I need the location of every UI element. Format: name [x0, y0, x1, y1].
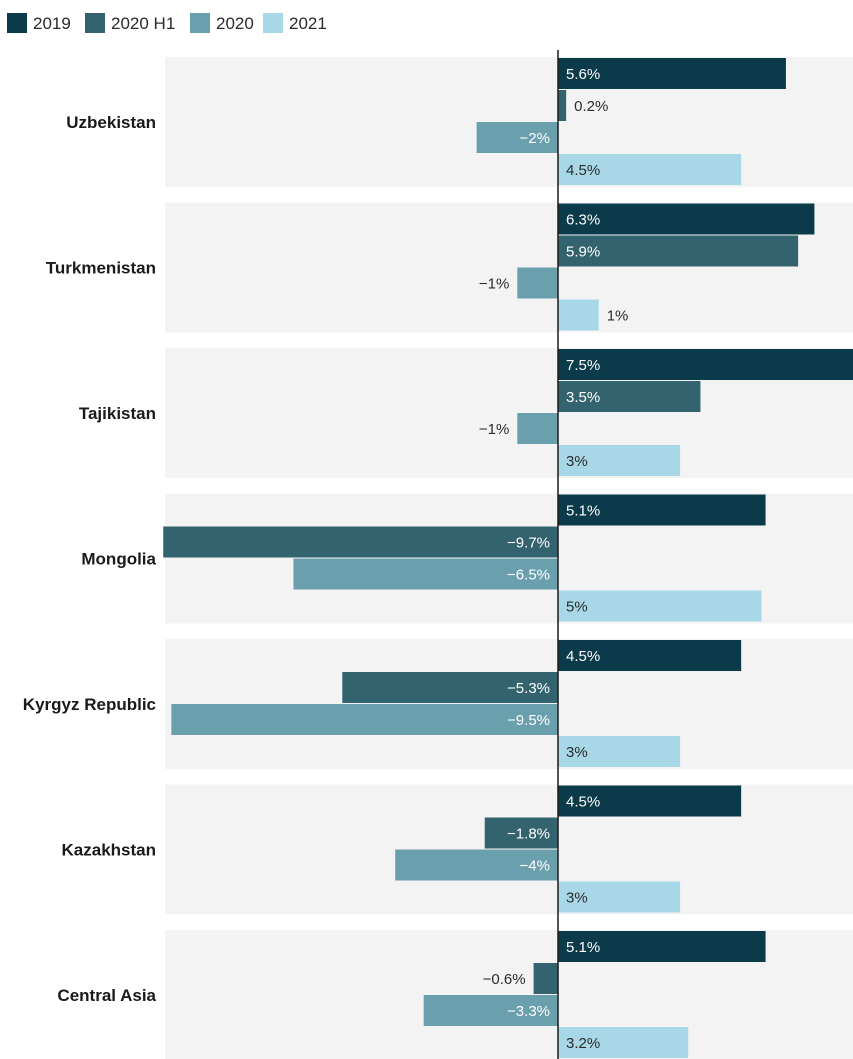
- category-label: Mongolia: [81, 550, 156, 569]
- bar: [558, 494, 766, 526]
- data-label: −1.8%: [507, 826, 550, 843]
- data-label: −6.5%: [507, 567, 550, 584]
- bar: [558, 445, 681, 476]
- bar: [342, 672, 558, 703]
- data-label: 5.6%: [566, 66, 600, 83]
- bar: [476, 122, 558, 153]
- bar: [558, 1027, 689, 1058]
- bar: [293, 558, 558, 590]
- data-label: 4.5%: [566, 162, 600, 179]
- value-labels: 5.6% 0.2% −2% 4.5% 6.3% 5.9% −1% 1% 7.5% 3.5% −1% 3…: [479, 66, 629, 1052]
- data-label: −4%: [520, 858, 550, 875]
- legend-label: 2020: [216, 14, 254, 33]
- data-label: 5.9%: [566, 244, 600, 261]
- category-labels: Uzbekistan Turkmenistan Tajikistan Mongolia…: [23, 113, 157, 1005]
- bar: [558, 349, 853, 380]
- category-label: Tajikistan: [79, 404, 156, 423]
- bar: [484, 817, 558, 849]
- bar: [517, 413, 558, 444]
- legend-swatch-2020-h1: [85, 13, 105, 33]
- legend-label: 2020 H1: [111, 14, 175, 33]
- bar: [558, 58, 786, 89]
- bar: [171, 704, 558, 735]
- bar: [558, 90, 567, 121]
- category-label: Turkmenistan: [46, 259, 156, 278]
- bar: [395, 849, 558, 881]
- data-label: 5.1%: [566, 503, 600, 520]
- data-label: 5%: [566, 599, 588, 616]
- bar: [558, 299, 599, 331]
- bar: [558, 640, 742, 671]
- legend-swatch-2020: [190, 13, 210, 33]
- legend-swatch-2019: [7, 13, 27, 33]
- data-label: 3%: [566, 890, 588, 907]
- data-label: 3.5%: [566, 389, 600, 406]
- bar: [558, 881, 681, 913]
- category-label: Kazakhstan: [62, 841, 156, 860]
- data-label: 3%: [566, 453, 588, 470]
- data-label: −2%: [520, 130, 550, 147]
- bar: [517, 267, 558, 299]
- data-label: −3.3%: [507, 1003, 550, 1020]
- data-label: 6.3%: [566, 212, 600, 229]
- category-label: Uzbekistan: [66, 113, 156, 132]
- data-label: −9.7%: [507, 535, 550, 552]
- bar: [558, 203, 815, 235]
- bar: [558, 154, 742, 185]
- bar: [558, 931, 766, 962]
- bar: [558, 235, 799, 267]
- data-label: 1%: [607, 308, 629, 325]
- bar: [558, 590, 762, 622]
- bar: [533, 963, 558, 994]
- bar: [558, 381, 701, 412]
- bars: [163, 58, 853, 1058]
- data-label: −1%: [479, 421, 509, 438]
- legend-label: 2021: [289, 14, 327, 33]
- data-label: 3%: [566, 744, 588, 761]
- data-label: 5.1%: [566, 939, 600, 956]
- bar: [558, 736, 681, 767]
- data-label: 4.5%: [566, 794, 600, 811]
- bar: [558, 785, 742, 817]
- data-label: 0.2%: [574, 98, 608, 115]
- data-label: −1%: [479, 276, 509, 293]
- legend-label: 2019: [33, 14, 71, 33]
- data-label: 7.5%: [566, 357, 600, 374]
- bar: [163, 526, 558, 558]
- data-label: 3.2%: [566, 1035, 600, 1052]
- category-label: Central Asia: [57, 986, 156, 1005]
- legend-swatch-2021: [263, 13, 283, 33]
- data-label: 4.5%: [566, 648, 600, 665]
- category-label: Kyrgyz Republic: [23, 695, 156, 714]
- data-label: −0.6%: [483, 971, 526, 988]
- legend: 2019 2020 H1 2020 2021: [7, 13, 327, 33]
- data-label: −9.5%: [507, 712, 550, 729]
- data-label: −5.3%: [507, 680, 550, 697]
- bar: [423, 995, 558, 1026]
